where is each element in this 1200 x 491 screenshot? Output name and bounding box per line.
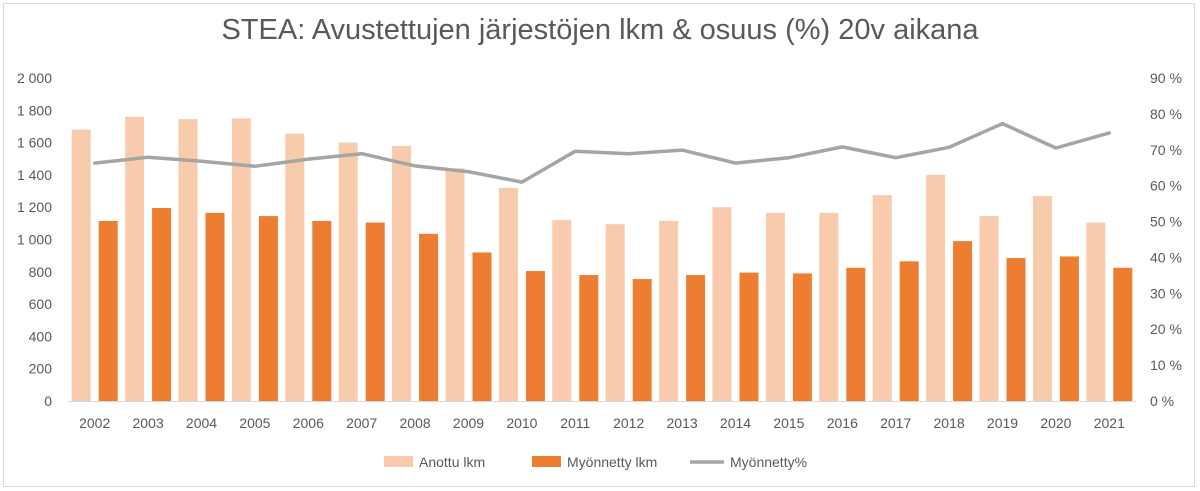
bar-myonnetty-2013 <box>686 275 706 401</box>
bar-anottu-2010 <box>498 187 518 401</box>
x-tick-label: 2009 <box>453 415 484 431</box>
x-tick-label: 2020 <box>1040 415 1071 431</box>
y-right-tick-label: 90 % <box>1150 70 1182 86</box>
x-tick-label: 2018 <box>934 415 965 431</box>
bar-myonnetty-2006 <box>312 220 332 401</box>
bar-anottu-2014 <box>712 207 732 401</box>
y-left-tick-label: 1 200 <box>17 199 52 215</box>
y-right-tick-label: 20 % <box>1150 321 1182 337</box>
y-right-tick-label: 0 % <box>1150 393 1174 409</box>
bar-myonnetty-2019 <box>1006 258 1026 401</box>
bar-myonnetty-2004 <box>205 212 225 401</box>
y-right-tick-label: 60 % <box>1150 178 1182 194</box>
x-tick-label: 2021 <box>1094 415 1125 431</box>
bar-myonnetty-2007 <box>365 222 385 401</box>
bar-myonnetty-2015 <box>792 273 812 401</box>
x-tick-label: 2017 <box>880 415 911 431</box>
x-tick-label: 2019 <box>987 415 1018 431</box>
bar-anottu-2011 <box>552 220 572 401</box>
bar-myonnetty-2017 <box>899 261 919 401</box>
bar-anottu-2004 <box>178 119 198 402</box>
bar-anottu-2020 <box>1032 195 1052 401</box>
x-tick-label: 2006 <box>293 415 324 431</box>
bar-myonnetty-2014 <box>739 272 759 401</box>
y-right-tick-label: 40 % <box>1150 249 1182 265</box>
y-left-tick-label: 1 000 <box>17 232 52 248</box>
bar-anottu-2005 <box>231 118 251 401</box>
bar-anottu-2021 <box>1086 222 1106 401</box>
x-tick-label: 2003 <box>133 415 164 431</box>
y-right-tick-label: 10 % <box>1150 357 1182 373</box>
bar-anottu-2017 <box>872 195 892 401</box>
bar-anottu-2008 <box>392 145 412 401</box>
x-tick-label: 2002 <box>79 415 110 431</box>
y-right-tick-label: 80 % <box>1150 106 1182 122</box>
y-left-tick-label: 800 <box>29 264 53 280</box>
bar-anottu-2015 <box>765 212 785 401</box>
x-tick-label: 2012 <box>613 415 644 431</box>
bar-myonnetty-2003 <box>152 208 172 401</box>
x-tick-label: 2005 <box>239 415 270 431</box>
bar-myonnetty-2011 <box>579 275 599 401</box>
bar-myonnetty-2016 <box>846 267 866 401</box>
bar-anottu-2016 <box>819 212 839 401</box>
y-right-tick-label: 30 % <box>1150 285 1182 301</box>
y-left-tick-label: 400 <box>29 328 53 344</box>
x-tick-label: 2015 <box>773 415 804 431</box>
x-tick-label: 2011 <box>560 415 590 431</box>
chart-title: STEA: Avustettujen järjestöjen lkm & osu… <box>221 14 979 46</box>
bar-myonnetty-2008 <box>419 233 439 401</box>
bar-anottu-2019 <box>979 216 999 401</box>
y-left-tick-label: 2 000 <box>17 70 52 86</box>
x-tick-label: 2008 <box>400 415 431 431</box>
bar-myonnetty-2005 <box>258 216 278 401</box>
legend-swatch <box>532 456 561 467</box>
bar-anottu-2018 <box>926 174 946 401</box>
bar-myonnetty-2020 <box>1059 256 1079 401</box>
bar-myonnetty-2002 <box>98 220 118 401</box>
y-left-tick-label: 1 400 <box>17 167 52 183</box>
x-tick-label: 2016 <box>827 415 858 431</box>
bar-anottu-2003 <box>125 116 145 401</box>
y-left-tick-label: 0 <box>44 393 52 409</box>
bar-anottu-2007 <box>338 142 358 401</box>
bar-anottu-2013 <box>659 220 679 401</box>
x-tick-label: 2007 <box>346 415 377 431</box>
legend-label: Myönnetty lkm <box>567 454 657 470</box>
x-tick-label: 2004 <box>186 415 217 431</box>
bar-myonnetty-2018 <box>953 241 973 401</box>
x-tick-label: 2014 <box>720 415 751 431</box>
bar-myonnetty-2009 <box>472 252 492 401</box>
line-myonnetty-percent <box>92 121 1112 184</box>
bar-myonnetty-2010 <box>525 270 545 401</box>
bar-anottu-2006 <box>285 133 305 401</box>
y-left-tick-label: 1 600 <box>17 135 52 151</box>
bar-anottu-2009 <box>445 168 465 401</box>
x-tick-label: 2010 <box>506 415 537 431</box>
y-right-tick-label: 50 % <box>1150 214 1182 230</box>
bar-anottu-2012 <box>605 224 625 401</box>
legend-label: Anottu lkm <box>419 454 485 470</box>
bar-myonnetty-2012 <box>632 279 652 401</box>
y-right-tick-label: 70 % <box>1150 142 1182 158</box>
legend-label: Myönnetty% <box>730 454 807 470</box>
y-left-tick-label: 1 800 <box>17 102 52 118</box>
bar-anottu-2002 <box>71 129 91 401</box>
y-left-tick-label: 200 <box>29 361 53 377</box>
x-tick-label: 2013 <box>667 415 698 431</box>
legend-swatch <box>384 456 413 467</box>
y-left-tick-label: 600 <box>29 296 53 312</box>
bar-myonnetty-2021 <box>1113 267 1133 401</box>
